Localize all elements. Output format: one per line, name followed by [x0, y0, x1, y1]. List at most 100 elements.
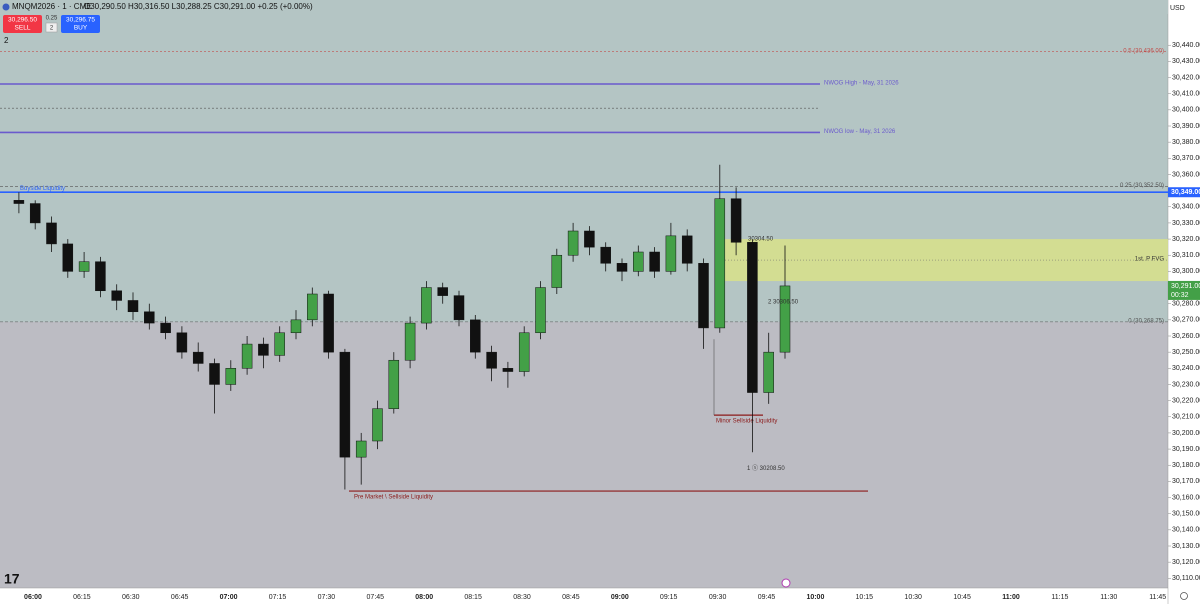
candle-body: [551, 254, 563, 288]
time-label: 11:00: [1002, 594, 1020, 601]
buy-button[interactable]: [61, 15, 100, 33]
candle-body: [46, 222, 57, 245]
price-label: 30,440.00: [1172, 42, 1200, 49]
candle-body: [225, 368, 237, 385]
candle-body: [747, 242, 758, 393]
price-label: 30,210.00: [1172, 414, 1200, 421]
price-label: 30,390.00: [1172, 123, 1200, 130]
time-label: 08:45: [562, 594, 580, 601]
time-label: 07:00: [220, 594, 238, 601]
sell-price: 30,296.50: [8, 17, 37, 24]
flag-icon: [2, 3, 10, 11]
time-label: 09:45: [758, 594, 776, 601]
candle-body: [95, 261, 106, 292]
candle-body: [388, 359, 400, 409]
time-label: 07:30: [318, 594, 336, 601]
price-label: 30,320.00: [1172, 236, 1200, 243]
time-label: 06:15: [73, 594, 91, 601]
event-icon[interactable]: [781, 578, 791, 588]
price-label: 30,420.00: [1172, 74, 1200, 81]
candle-body: [421, 287, 432, 324]
candle-body: [339, 351, 351, 458]
candle-body: [111, 290, 122, 301]
price-label: 30,410.00: [1172, 91, 1200, 98]
time-label: 06:00: [24, 594, 42, 601]
price-label: 30,180.00: [1172, 462, 1200, 469]
candle-body: [535, 287, 546, 334]
last-price-label: 30,291.00: [1171, 283, 1200, 290]
quantity: 2: [50, 26, 54, 32]
price-label: 30,230.00: [1172, 381, 1200, 388]
time-label: 07:45: [367, 594, 385, 601]
candle-body: [176, 332, 188, 353]
candle-body: [355, 440, 367, 458]
time-label: 09:00: [611, 594, 629, 601]
level-label: Buyside Liquidity: [20, 186, 65, 192]
level-label: Minor Sellside Liquidity: [716, 419, 777, 425]
candle-body: [192, 351, 204, 364]
candle-body: [258, 343, 269, 356]
candle-body: [323, 293, 334, 353]
price-label: 30,140.00: [1172, 527, 1200, 534]
candle-body: [567, 230, 579, 256]
price-label: 30,190.00: [1172, 446, 1200, 453]
currency[interactable]: USD: [1170, 5, 1185, 12]
price-axis: [1168, 0, 1200, 604]
price-label: 30,200.00: [1172, 430, 1200, 437]
candle-body: [241, 343, 253, 369]
candle-body: [209, 363, 220, 385]
header: MNQM2026 · 1 · CME O30,290.50 H30,316.50…: [0, 0, 1168, 45]
candle-body: [13, 200, 25, 204]
buy-label: BUY: [74, 25, 88, 32]
annotation: 1 ⓢ 30208.50: [747, 464, 785, 472]
candle-body: [160, 322, 171, 334]
level-price-label: 30,349.00: [1171, 189, 1200, 196]
time-label: 11:15: [1051, 594, 1068, 601]
time-label: 07:15: [269, 594, 287, 601]
price-label: 30,340.00: [1172, 204, 1200, 211]
candle-body: [486, 351, 497, 369]
level-label: 0 (30,268.75): [1128, 318, 1164, 324]
quantity-box[interactable]: [45, 22, 58, 33]
price-label: 30,220.00: [1172, 397, 1200, 404]
sell-button[interactable]: [3, 15, 42, 33]
time-label: 06:45: [171, 594, 189, 601]
discount-background: [0, 321, 1168, 588]
candle-body: [681, 235, 693, 264]
plot: 1st. P FVG 0.5 (30,436.00) NWOG High - May…: [0, 48, 1168, 501]
collapse-toggle[interactable]: 2: [4, 36, 9, 45]
price-label: 30,330.00: [1172, 220, 1200, 227]
sell-label: SELL: [15, 25, 31, 32]
candle-body: [274, 332, 285, 356]
price-label: 30,160.00: [1172, 494, 1200, 501]
candle-body: [144, 311, 155, 324]
price-label: 30,400.00: [1172, 107, 1200, 114]
candle-body: [584, 230, 595, 248]
price-label: 30,130.00: [1172, 543, 1200, 550]
candle-body: [470, 319, 481, 353]
level-label: NWOG High - May, 31 2026: [824, 81, 899, 87]
price-label: 30,300.00: [1172, 268, 1200, 275]
candle-body: [616, 263, 628, 272]
candle-body: [649, 251, 660, 272]
time-label: 06:30: [122, 594, 140, 601]
time-label: 11:30: [1100, 594, 1117, 601]
buy-price: 30,296.75: [66, 17, 95, 24]
candle-body: [29, 203, 41, 224]
price-label: 30,170.00: [1172, 478, 1200, 485]
time-label: 09:15: [660, 594, 678, 601]
candle-body: [62, 243, 74, 272]
spread: 0.25: [46, 16, 58, 22]
price-label: 30,430.00: [1172, 58, 1200, 65]
candle-body: [404, 322, 416, 361]
price-label: 30,280.00: [1172, 301, 1200, 308]
symbol: MNQM2026 · 1 · CME: [12, 2, 92, 11]
candle-body: [714, 198, 726, 329]
settings-icon[interactable]: [1180, 592, 1188, 600]
candle-body: [763, 351, 774, 393]
candle-body: [633, 251, 644, 272]
price-label: 30,370.00: [1172, 155, 1200, 162]
candle-body: [307, 293, 318, 321]
candle-body: [600, 246, 611, 264]
price-label: 30,260.00: [1172, 333, 1200, 340]
